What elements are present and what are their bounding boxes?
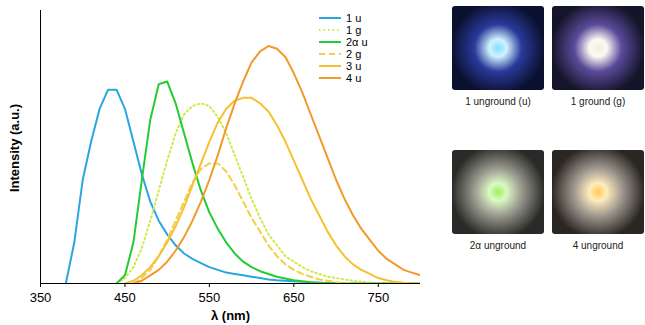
svg-text:750: 750 bbox=[367, 290, 389, 305]
html-text:Intensity (a.u.): Intensity (a.u.) bbox=[6, 103, 22, 193]
html-text:4 u: 4 u bbox=[346, 72, 362, 84]
html-text:1 g: 1 g bbox=[346, 24, 362, 36]
svg-text:λ (nm): λ (nm) bbox=[211, 308, 250, 323]
svg-text:350: 350 bbox=[30, 290, 52, 305]
html-text:2α u: 2α u bbox=[346, 36, 368, 48]
html-text:3 u: 3 u bbox=[346, 60, 362, 72]
html-text:1 unground (u): 1 unground (u) bbox=[465, 96, 531, 107]
html-text:1 ground (g): 1 ground (g) bbox=[570, 96, 626, 107]
html-text:1 u: 1 u bbox=[346, 12, 362, 24]
html-text:2 g: 2 g bbox=[346, 48, 362, 60]
html-text:2α unground: 2α unground bbox=[469, 240, 527, 251]
svg-text:450: 450 bbox=[114, 290, 136, 305]
html-text:4 unground: 4 unground bbox=[572, 240, 624, 251]
svg-text:550: 550 bbox=[199, 290, 221, 305]
svg-text:650: 650 bbox=[283, 290, 305, 305]
